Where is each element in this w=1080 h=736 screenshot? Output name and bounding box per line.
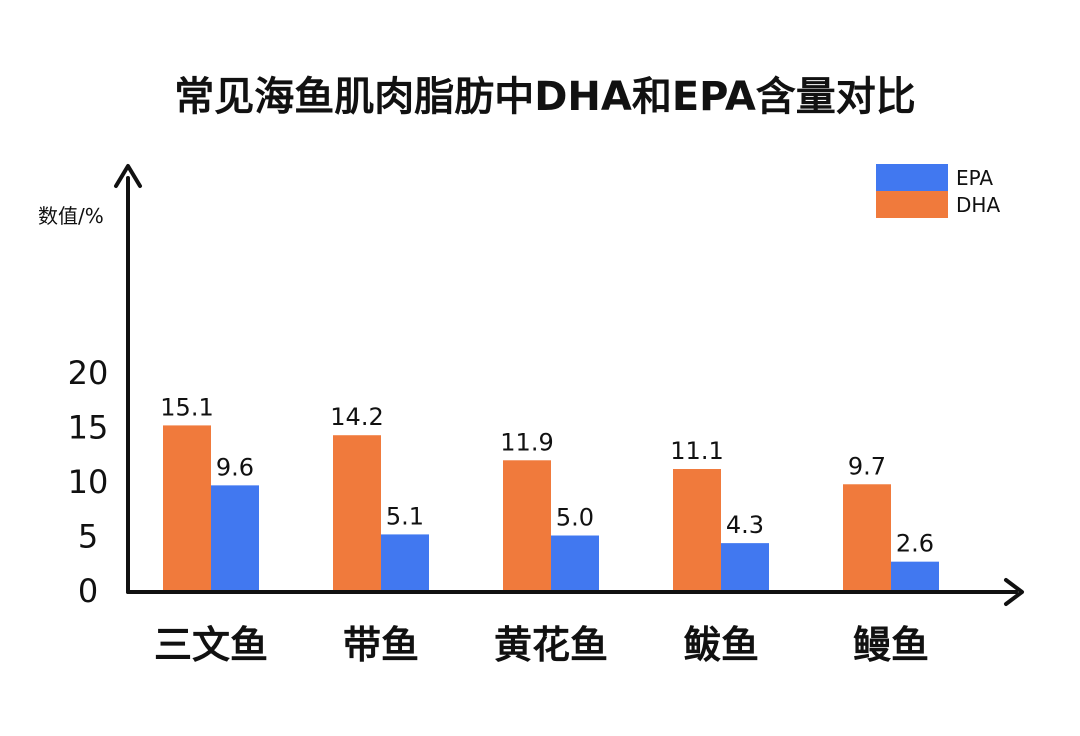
value-label-epa: 2.6: [896, 530, 934, 558]
value-label-epa: 4.3: [726, 511, 764, 539]
bar-dha: [673, 469, 721, 590]
bar-epa: [381, 534, 429, 590]
value-label-dha: 11.9: [500, 428, 553, 456]
bars: [163, 425, 939, 590]
legend: EPA DHA: [876, 164, 1000, 218]
x-tick-label: 鲅鱼: [683, 623, 759, 667]
value-label-epa: 5.1: [386, 502, 424, 530]
bar-epa: [551, 535, 599, 590]
axes: [114, 164, 1024, 606]
x-axis-arrow: [1004, 578, 1024, 606]
value-labels: 15.1 9.6 14.2 5.1 11.9 5.0 11.1 4.3 9.7 2.6: [160, 393, 934, 557]
bar-dha: [843, 484, 891, 590]
x-tick-label: 黄花鱼: [494, 623, 608, 667]
chart-title: 常见海鱼肌肉脂肪中DHA和EPA含量对比: [174, 74, 916, 120]
y-ticks: 0 5 10 15 20: [68, 354, 109, 610]
y-tick-label: 0: [78, 572, 98, 610]
legend-label-epa: EPA: [956, 166, 993, 190]
x-tick-label: 三文鱼: [154, 623, 268, 667]
legend-swatch-dha: [876, 191, 948, 218]
value-label-epa: 5.0: [556, 504, 594, 532]
value-label-epa: 9.6: [216, 453, 254, 481]
y-axis-arrow: [114, 164, 142, 188]
legend-label-dha: DHA: [956, 193, 1000, 217]
x-ticks: 三文鱼 带鱼 黄花鱼 鲅鱼 鳗鱼: [154, 623, 929, 667]
value-label-dha: 15.1: [160, 393, 213, 421]
bar-dha: [503, 460, 551, 590]
legend-swatch-epa: [876, 164, 948, 191]
value-label-dha: 11.1: [670, 437, 723, 465]
y-tick-label: 5: [78, 518, 98, 556]
y-axis-label: 数值/%: [38, 204, 104, 228]
bar-epa: [891, 561, 939, 590]
y-tick-label: 10: [68, 463, 109, 501]
value-label-dha: 14.2: [330, 403, 383, 431]
x-tick-label: 带鱼: [343, 623, 419, 667]
y-tick-label: 20: [68, 354, 109, 392]
value-label-dha: 9.7: [848, 452, 886, 480]
x-tick-label: 鳗鱼: [853, 623, 929, 667]
bar-dha: [163, 425, 211, 590]
y-tick-label: 15: [68, 409, 109, 447]
bar-epa: [721, 543, 769, 590]
bar-dha: [333, 435, 381, 590]
bar-epa: [211, 485, 259, 590]
